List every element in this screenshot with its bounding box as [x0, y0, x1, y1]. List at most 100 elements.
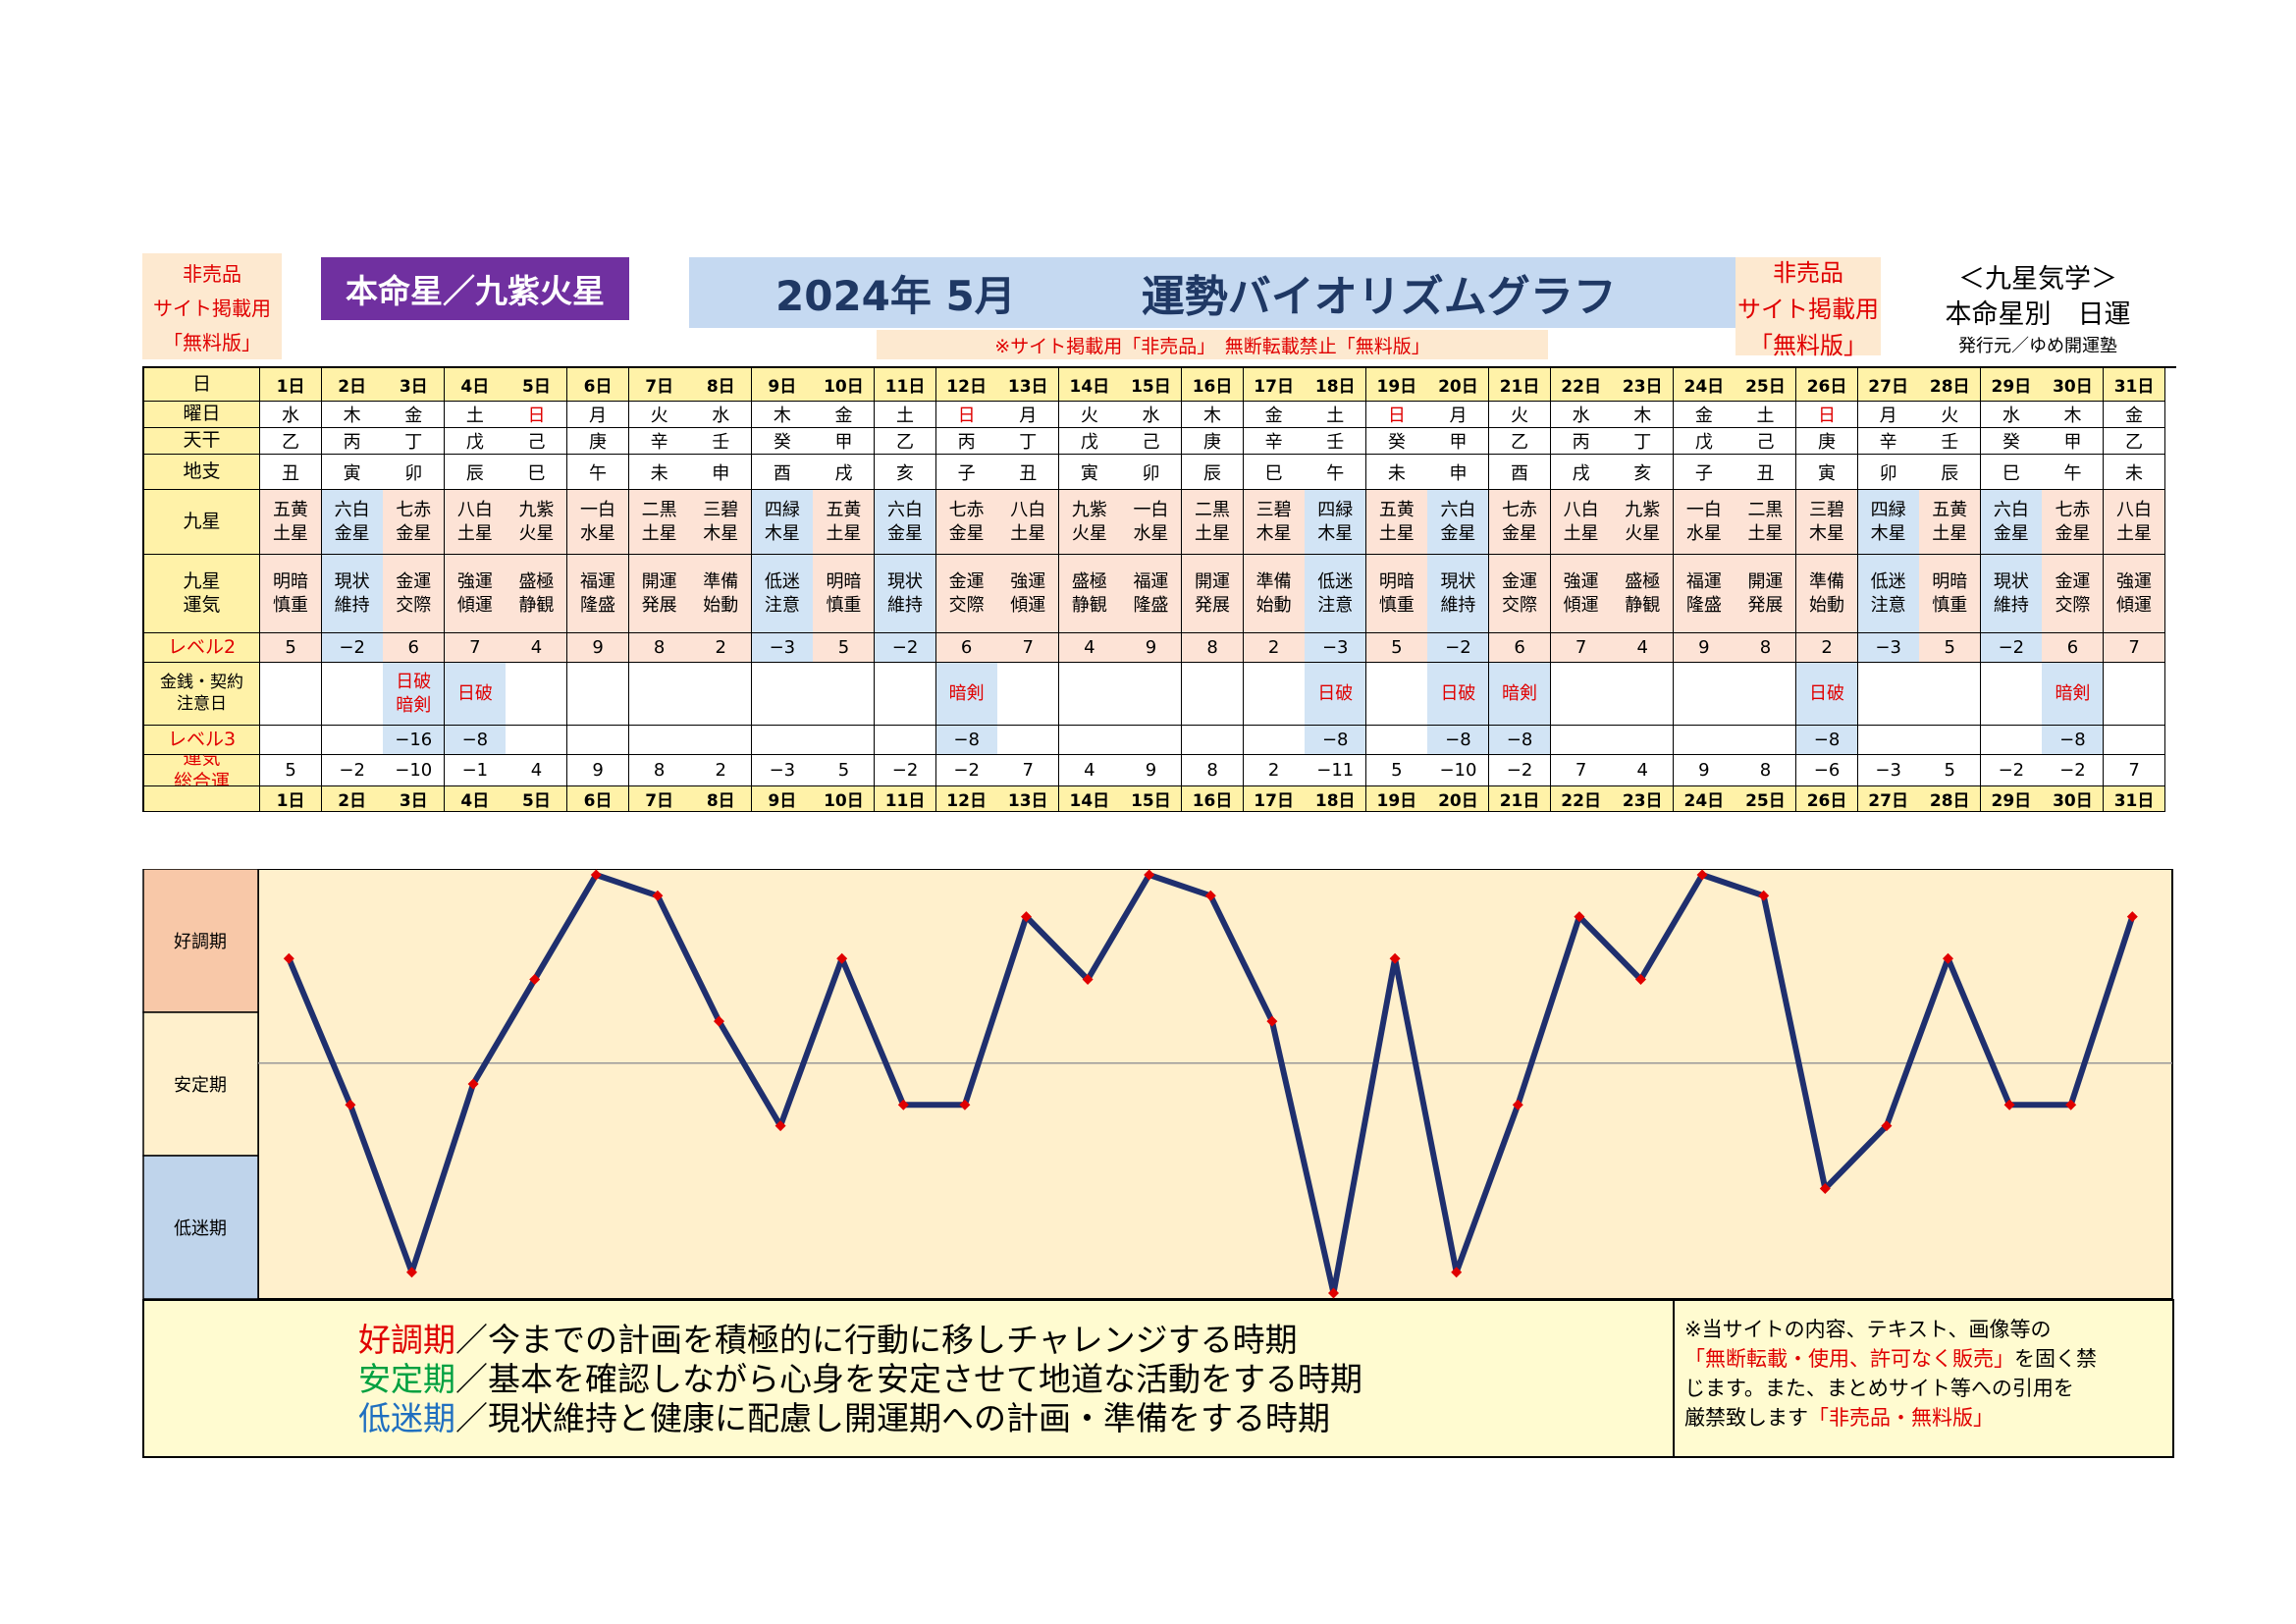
- cell-kinsen: [690, 663, 753, 726]
- cell-weekday: 金: [1673, 402, 1735, 428]
- legend-term-low: 低迷期: [358, 1399, 455, 1437]
- cell-tenkan: 丙: [321, 428, 384, 455]
- notice-strip: ※サイト掲載用「非売品」 無断転載禁止「無料版」: [877, 330, 1548, 359]
- kyusei-text: 水星: [1685, 522, 1722, 544]
- kyusei-text: 四緑: [764, 500, 800, 521]
- data-point: [1758, 890, 1770, 901]
- cell-level2: 7: [997, 633, 1060, 663]
- cell-day: 13日: [997, 368, 1060, 402]
- kyusei-text: 木星: [703, 522, 739, 544]
- band-label-good: 好調期: [174, 932, 227, 952]
- cell-kyusei: 七赤 金星: [383, 490, 446, 555]
- cell-kyusei: 三碧 木星: [1796, 490, 1859, 555]
- cell-day: 22日: [1550, 368, 1613, 402]
- cell-level3: [1058, 726, 1121, 755]
- cell-day2: 21日: [1489, 786, 1552, 812]
- cell-sogo: 7: [1550, 755, 1613, 786]
- nonsale-left-line1: 非売品: [183, 261, 241, 286]
- unki-text: 明暗: [273, 571, 309, 593]
- unki-text: 静観: [1625, 594, 1661, 616]
- cell-day: 4日: [444, 368, 507, 402]
- cell-level3: [1673, 726, 1735, 755]
- cell-level3: [751, 726, 814, 755]
- cell-day2: 10日: [813, 786, 876, 812]
- unki-text: 傾運: [2116, 594, 2153, 616]
- cell-kyusei: 八白 土星: [444, 490, 507, 555]
- cell-kyusei: 六白 金星: [1980, 490, 2043, 555]
- cell-sogo: −2: [1980, 755, 2043, 786]
- cell-weekday: 水: [1550, 402, 1613, 428]
- cell-kyusei-unki: 準備 始動: [1243, 555, 1306, 633]
- cell-level2: 4: [506, 633, 568, 663]
- unki-text: 明暗: [1378, 571, 1415, 593]
- cell-level3: [1243, 726, 1306, 755]
- cell-day2: 3日: [383, 786, 446, 812]
- cell-level3: [2104, 726, 2166, 755]
- cell-tenkan: 甲: [1427, 428, 1490, 455]
- kyusei-text: 六白: [334, 500, 370, 521]
- row-label-kyusei: 九星: [144, 490, 260, 555]
- cell-weekday: 月: [997, 402, 1060, 428]
- unki-text: 現状: [1993, 571, 2029, 593]
- kyusei-text: 木星: [764, 522, 800, 544]
- cell-chishi: 未: [2104, 455, 2166, 490]
- cell-day2: 30日: [2042, 786, 2105, 812]
- unki-text: 現状: [887, 571, 924, 593]
- cell-level3: [997, 726, 1060, 755]
- kyusei-text: 七赤: [396, 500, 432, 521]
- cell-day2: 18日: [1305, 786, 1367, 812]
- cell-kyusei: 七赤 金星: [1489, 490, 1552, 555]
- row-label-empty: [144, 786, 260, 812]
- cell-chishi: 申: [1427, 455, 1490, 490]
- cell-chishi: 未: [1365, 455, 1428, 490]
- note-text-2b: を固く禁: [2014, 1347, 2097, 1371]
- cell-kinsen: 暗剣: [1489, 663, 1552, 726]
- cell-day2: 16日: [1182, 786, 1245, 812]
- unki-text: 低迷: [1870, 571, 1906, 593]
- note-text-4a: 厳禁致します: [1684, 1406, 1808, 1430]
- cell-weekday: 日: [1365, 402, 1428, 428]
- cell-chishi: 丑: [997, 455, 1060, 490]
- kyusei-text: 火星: [1625, 522, 1661, 544]
- note-line-1: ※当サイトの内容、テキスト、画像等の: [1684, 1315, 2172, 1344]
- cell-kinsen: [1673, 663, 1735, 726]
- cell-kyusei: 五黄 土星: [1365, 490, 1428, 555]
- cell-sogo: 9: [567, 755, 630, 786]
- kyusei-text: 八白: [2116, 500, 2153, 521]
- kyusei-text: 三碧: [1809, 500, 1845, 521]
- row-label-level3: レベル3: [144, 726, 260, 755]
- cell-level2: −2: [321, 633, 384, 663]
- cell-weekday: 土: [875, 402, 937, 428]
- cell-level2: 7: [444, 633, 507, 663]
- kyusei-text: 二黒: [641, 500, 677, 521]
- cell-weekday: 土: [444, 402, 507, 428]
- kyusei-text: 二黒: [1747, 500, 1784, 521]
- cell-chishi: 辰: [444, 455, 507, 490]
- cell-kinsen: [2104, 663, 2166, 726]
- cell-kyusei: 九紫 火星: [1612, 490, 1675, 555]
- unki-text: 交際: [948, 594, 985, 616]
- cell-level3: [690, 726, 753, 755]
- cell-kinsen: 日破: [444, 663, 507, 726]
- cell-tenkan: 丙: [935, 428, 998, 455]
- unki-text: 交際: [1502, 594, 1538, 616]
- cell-kinsen: [1919, 663, 1982, 726]
- unki-text: 傾運: [456, 594, 493, 616]
- cell-chishi: 戌: [1550, 455, 1613, 490]
- cell-tenkan: 癸: [1980, 428, 2043, 455]
- cell-kyusei: 七赤 金星: [2042, 490, 2105, 555]
- kyusei-text: 土星: [641, 522, 677, 544]
- cell-tenkan: 戊: [1058, 428, 1121, 455]
- cell-level3: [1182, 726, 1245, 755]
- cell-day: 17日: [1243, 368, 1306, 402]
- cell-kyusei-unki: 明暗 慎重: [813, 555, 876, 633]
- data-point: [1266, 1015, 1278, 1027]
- cell-kyusei-unki: 開運 発展: [1735, 555, 1797, 633]
- cell-day2: 12日: [935, 786, 998, 812]
- note-text-3a: じます。また、まとめサイト等への引用を: [1684, 1377, 2074, 1400]
- cell-weekday: 金: [1243, 402, 1306, 428]
- cell-level2: 9: [1673, 633, 1735, 663]
- cell-sogo: 5: [1919, 755, 1982, 786]
- cell-level2: 2: [1243, 633, 1306, 663]
- cell-day: 16日: [1182, 368, 1245, 402]
